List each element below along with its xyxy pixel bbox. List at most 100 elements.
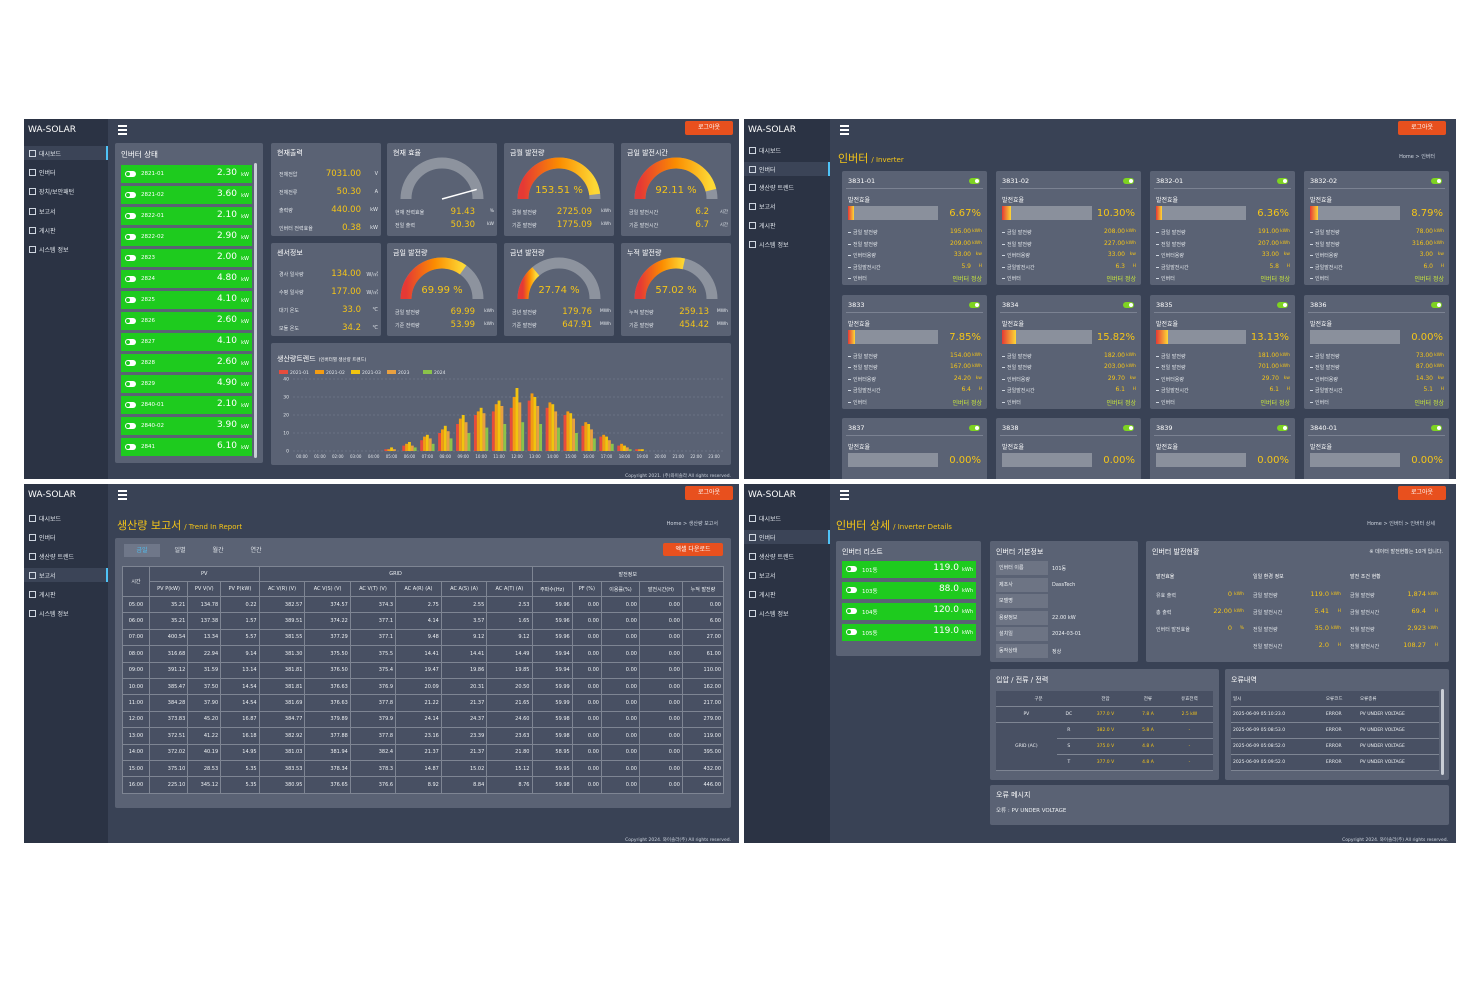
data-cell: 162.00 [681,677,725,696]
menu-item[interactable]: 게시판 [744,587,830,601]
toggle[interactable] [125,318,136,324]
inverter-row[interactable]: 101동 119.0 kWh [842,561,976,578]
info-value: 22.00 kW [1052,614,1076,621]
menu-item[interactable]: 생산량 트렌드 [24,549,108,563]
inverter-name: 3836 [1310,300,1327,309]
menu-item[interactable]: 생산량 트렌드 [744,180,830,194]
scrollbar [254,163,257,458]
toggle[interactable] [1123,178,1134,184]
toggle[interactable] [969,301,980,308]
toggle[interactable] [125,339,136,345]
toggle[interactable] [1123,425,1134,431]
toggle[interactable] [125,276,136,282]
menu-item[interactable]: 보고서 [24,204,108,218]
legend-swatch [387,370,396,374]
inverter-unit: kWh [961,588,973,594]
menu-item[interactable]: 인버터 [744,162,830,176]
tab[interactable]: 금일 [124,544,160,557]
menu-item[interactable]: 게시판 [744,218,830,232]
toggle[interactable] [125,192,136,198]
toggle[interactable] [125,171,136,177]
menu-item[interactable]: 인버터 [24,165,108,179]
toggle[interactable] [846,608,857,614]
inverter-row[interactable]: 103동 88.0 kWh [842,582,976,599]
menu-item[interactable]: 보고서 [744,568,830,582]
toggle[interactable] [125,297,136,303]
data-cell: 2.5 kW [1165,706,1213,723]
menu-item[interactable]: 대시보드 [24,146,108,160]
data-cell: 21.65 [486,694,533,712]
toggle[interactable] [969,178,980,184]
menu-item[interactable]: 대시보드 [744,511,830,525]
toggle[interactable] [125,213,136,219]
toggle-knob [975,179,979,183]
data-cell: 1.65 [486,612,533,630]
menu-item[interactable]: 대시보드 [24,511,108,525]
inverter-row[interactable]: 105동 119.0 kWh [842,624,976,641]
inverter-row[interactable]: 104동 120.0 kWh [842,603,976,620]
excel-button[interactable]: 엑셀 다운로드 [663,543,723,556]
data-cell: 21.37 [395,743,442,761]
menu-item[interactable]: 보고서 [24,568,108,582]
toggle[interactable] [1431,178,1442,184]
menu-item[interactable]: 장치/보안패턴 [24,184,108,198]
efficiency-bar [1310,206,1318,220]
row-label: 기준 발전량 [512,223,537,229]
toggle[interactable] [125,402,136,408]
tab[interactable]: 일별 [174,547,186,554]
data-cell: ERROR [1323,754,1358,771]
menu-item[interactable]: 시스템 정보 [744,606,830,620]
bullet [1002,390,1005,391]
menu-item[interactable]: 시스템 정보 [24,606,108,620]
toggle[interactable] [1431,301,1442,308]
toggle[interactable] [125,381,136,387]
logout-button[interactable]: 로그아웃 [1398,486,1446,500]
data-cell: 0.00 [638,710,683,729]
toggle[interactable] [125,444,136,450]
row-unit: kw [1283,375,1290,381]
toggle[interactable] [1431,425,1442,431]
menu-item[interactable]: 시스템 정보 [744,237,830,251]
toggle[interactable] [1277,178,1288,184]
menu-item[interactable]: 인버터 [744,530,830,544]
toggle[interactable] [1277,301,1288,308]
menu-toggle[interactable] [118,125,127,135]
toggle[interactable] [846,629,857,635]
data-row: 05:00 35.21 134.78 0.22 382.57 374.57 374.3 2.7… [122,595,725,614]
toggle[interactable] [846,587,857,593]
table-head: 시간 PV GRID 발전정보 PV P(kW) PV V(V) PV P(kW) AC V(… [122,566,725,597]
menu-item[interactable]: 게시판 [24,587,108,601]
menu-item[interactable]: 생산량 트렌드 [744,549,830,563]
bar [420,440,424,451]
toggle[interactable] [125,234,136,240]
tab[interactable]: 연간 [250,547,262,554]
data-cell: 376.63 [304,694,351,712]
toggle[interactable] [125,360,136,366]
menu-item[interactable]: 대시보드 [744,143,830,157]
toggle[interactable] [846,566,857,572]
logout-button[interactable]: 로그아웃 [1398,121,1446,135]
menu-item[interactable]: 인버터 [24,530,108,544]
toggle[interactable] [1277,425,1288,431]
row-value: 5.1 [1423,386,1433,393]
menu-toggle[interactable] [840,490,849,500]
logout-button[interactable]: 로그아웃 [685,486,733,500]
data-cell: 16.87 [220,710,260,729]
menu-toggle[interactable] [118,490,127,500]
data-cell: 8.84 [440,776,488,794]
data-cell: 384.28 [148,694,189,712]
menu-item[interactable]: 시스템 정보 [24,242,108,256]
toggle[interactable] [125,255,136,261]
menu-toggle[interactable] [840,125,849,135]
menu-item[interactable]: 보고서 [744,199,830,213]
menu-icon [29,150,36,157]
tab[interactable]: 월간 [212,547,224,554]
toggle[interactable] [125,423,136,429]
toggle-knob [126,340,130,344]
logout-button[interactable]: 로그아웃 [685,121,733,135]
toggle[interactable] [1123,301,1134,308]
row-unit: kWh [1434,352,1444,358]
bar [620,443,624,451]
menu-item[interactable]: 게시판 [24,223,108,237]
toggle[interactable] [969,425,980,431]
